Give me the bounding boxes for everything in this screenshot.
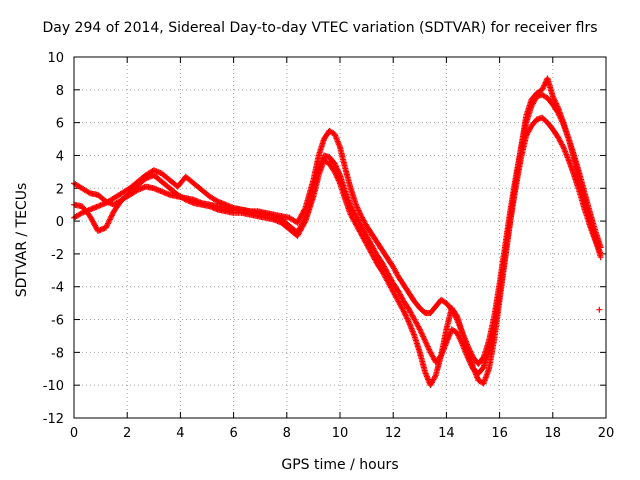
x-tick-label: 20 <box>598 426 615 441</box>
y-tick-label: 8 <box>56 84 64 99</box>
y-tick-label: -8 <box>51 346 64 361</box>
data-point <box>597 254 604 261</box>
data-point-interp <box>104 220 111 227</box>
x-tick-label: 14 <box>438 426 455 441</box>
data-point-interp <box>103 223 110 230</box>
plot-frame <box>73 56 607 419</box>
series-track-3 <box>71 75 604 389</box>
y-tick-label: 10 <box>47 51 64 66</box>
x-tick-label: 0 <box>70 426 78 441</box>
y-tick-label: -12 <box>43 412 64 427</box>
x-tick-label: 10 <box>332 426 349 441</box>
data-point-interp <box>213 197 220 204</box>
data-point-outlier <box>596 306 603 313</box>
data-point-interp <box>106 217 113 224</box>
x-tick-label: 8 <box>283 426 291 441</box>
x-tick-label: 12 <box>385 426 402 441</box>
data-point-interp <box>107 215 114 222</box>
y-tick-label: 4 <box>56 149 64 164</box>
data-point-interp <box>106 216 113 223</box>
x-tick-label: 4 <box>176 426 184 441</box>
data-point-interp <box>85 189 92 196</box>
data-point-interp <box>77 210 84 217</box>
x-axis-label: GPS time / hours <box>281 457 399 473</box>
data-point <box>102 224 109 231</box>
chart-title: Day 294 of 2014, Sidereal Day-to-day VTE… <box>42 20 598 36</box>
y-tick-label: -10 <box>43 379 64 394</box>
y-tick-label: 0 <box>56 215 64 230</box>
scatter-points <box>71 75 604 389</box>
x-tick-label: 6 <box>229 426 237 441</box>
y-tick-label: -4 <box>51 281 64 296</box>
data-point-interp <box>181 195 188 202</box>
y-tick-label: 2 <box>56 182 64 197</box>
data-point-interp <box>108 212 115 219</box>
data-point-interp <box>453 312 460 319</box>
y-tick-label: -6 <box>51 314 64 329</box>
data-point-interp <box>105 219 112 226</box>
y-axis-label: SDTVAR / TECUs <box>14 182 30 298</box>
series-track-2 <box>71 114 604 377</box>
y-tick-label: 6 <box>56 117 64 132</box>
y-tick-label: -2 <box>51 248 64 263</box>
data-point-interp <box>109 210 116 217</box>
data-point-interp <box>301 219 308 226</box>
data-point-interp <box>104 221 111 228</box>
x-tick-label: 2 <box>123 426 131 441</box>
x-tick-label: 18 <box>545 426 562 441</box>
data-point-interp <box>108 213 115 220</box>
x-tick-label: 16 <box>491 426 508 441</box>
grid-lines <box>74 57 606 418</box>
